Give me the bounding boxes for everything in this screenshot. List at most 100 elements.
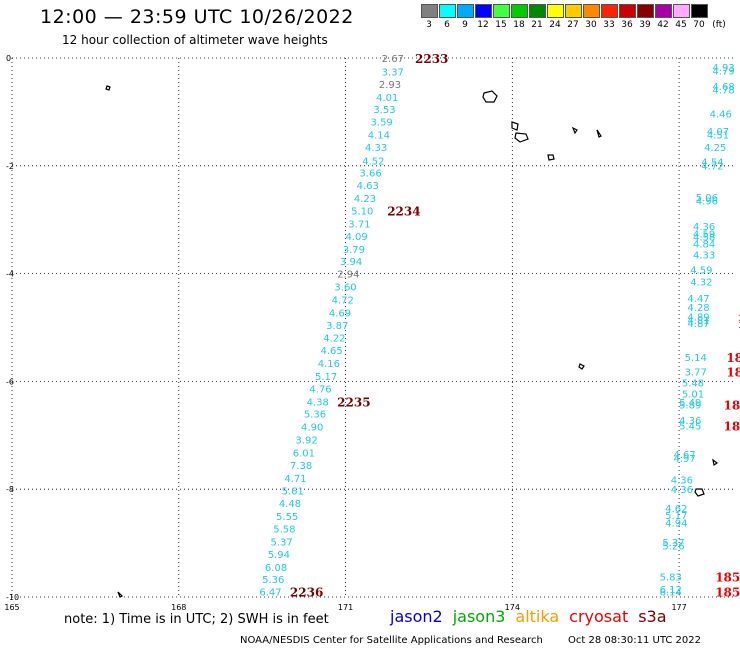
pass-time-label: 1855 bbox=[726, 351, 740, 365]
legend-bin-label: 24 bbox=[549, 20, 561, 30]
wave-height-value: 3.87 bbox=[326, 321, 348, 332]
wave-height-value: 5.36 bbox=[262, 575, 284, 586]
wave-height-value: 4.52 bbox=[362, 156, 384, 167]
wave-height-value: 5.37 bbox=[270, 537, 292, 548]
longitude-tick-label: 168 bbox=[171, 603, 186, 612]
legend-bin-label: 36 bbox=[621, 20, 633, 30]
legend-swatch bbox=[457, 4, 474, 18]
wave-height-value: 4.28 bbox=[687, 303, 709, 314]
legend-bin-label: 3 bbox=[426, 20, 432, 30]
legend-swatch bbox=[493, 4, 510, 18]
wave-height-value: 7.38 bbox=[290, 461, 312, 472]
wave-height-value: 5.14 bbox=[685, 353, 707, 364]
island-outlines bbox=[105, 85, 719, 598]
satellite-legend: jason2 jason3 altika cryosat s3a bbox=[390, 607, 677, 626]
wave-height-value: 4.46 bbox=[710, 110, 732, 121]
pass-time-label: 1854 bbox=[737, 312, 740, 326]
island-outline bbox=[712, 458, 719, 466]
wave-height-value: 4.96 bbox=[696, 196, 718, 207]
wave-height-value: 5.89 bbox=[679, 401, 701, 412]
wave-height-value: 4.16 bbox=[318, 359, 340, 370]
satellite-legend-jason2: jason2 bbox=[390, 607, 443, 626]
island-outline bbox=[547, 154, 555, 161]
legend-swatch bbox=[475, 4, 492, 18]
altimeter-track-2: 4.934.79 4.684.78 4.46 4.074.514.25 4.544.72… bbox=[660, 63, 740, 600]
wave-height-value: 5.94 bbox=[268, 550, 290, 561]
wave-height-value: 5.45 bbox=[679, 422, 701, 433]
legend-bin-label: 39 bbox=[639, 20, 651, 30]
wave-height-value: 4.36 bbox=[671, 475, 693, 486]
wave-height-value: 3.59 bbox=[371, 118, 393, 129]
pass-time-label: 1856 bbox=[715, 586, 740, 600]
wave-height-value: 4.79 bbox=[712, 66, 734, 77]
wave-height-value: 2.67 bbox=[382, 54, 404, 65]
island-outline bbox=[511, 121, 519, 131]
altimeter-track-1: 2.67 3.37 2.93 4.013.53 3.59 4.144.33 4.523.66… bbox=[259, 52, 448, 600]
legend-bin-label: 18 bbox=[513, 20, 525, 30]
legend-labels: 3 6 9 12 15 18 21 24 27 30 33 36 39 42 45 70 (ft) bbox=[421, 20, 726, 32]
legend-bin-label: 15 bbox=[495, 20, 507, 30]
wave-height-value: 5.58 bbox=[273, 525, 295, 536]
wave-height-value: 5.83 bbox=[660, 573, 682, 584]
wave-height-value: 5.01 bbox=[682, 389, 704, 400]
wave-height-value: 3.77 bbox=[685, 368, 707, 379]
legend-swatch bbox=[511, 4, 528, 18]
wave-height-value: 3.92 bbox=[295, 436, 317, 447]
wave-height-value: 4.68 bbox=[712, 82, 734, 93]
pass-time-label: 2233 bbox=[415, 52, 448, 66]
wave-height-value: 6.01 bbox=[293, 449, 315, 460]
legend-swatch bbox=[583, 4, 600, 18]
wave-height-value: 4.90 bbox=[301, 423, 323, 434]
legend-bin-label: 70 bbox=[693, 20, 705, 30]
note-text: note: 1) Time is in UTC; 2) SWH is in fe… bbox=[64, 612, 329, 627]
legend-bin-label: 33 bbox=[603, 20, 615, 30]
legend-swatch bbox=[673, 4, 690, 18]
wave-height-value: 4.78 bbox=[712, 85, 734, 96]
wave-height-value: 4.72 bbox=[701, 161, 723, 172]
map-grid: 165 168 171 174 177 0 -2 -4 -6 -8 -10 bbox=[4, 54, 736, 612]
longitude-tick-label: 165 bbox=[4, 603, 19, 612]
wave-height-value: 4.14 bbox=[368, 131, 390, 142]
wave-height-value: 4.22 bbox=[323, 334, 345, 345]
wave-height-value: 4.84 bbox=[693, 239, 715, 250]
wave-height-value: 4.62 bbox=[665, 504, 687, 515]
wave-height-value: 5.06 bbox=[696, 193, 718, 204]
wave-height-value: 5.48 bbox=[682, 378, 704, 389]
legend-bin-label: 12 bbox=[477, 20, 489, 30]
legend-swatch bbox=[655, 4, 672, 18]
wave-height-value: 4.36 bbox=[693, 222, 715, 233]
wave-height-value: 4.59 bbox=[693, 230, 715, 241]
chart-subtitle: 12 hour collection of altimeter wave hei… bbox=[62, 33, 328, 47]
wave-height-value: 4.33 bbox=[693, 251, 715, 262]
wave-height-value: 3.66 bbox=[359, 168, 381, 179]
latitude-tick-label: -8 bbox=[6, 485, 14, 494]
longitude-tick-label: 177 bbox=[671, 603, 686, 612]
chart-title: 12:00 — 23:59 UTC 10/26/2022 bbox=[40, 6, 354, 28]
wave-height-value: 4.54 bbox=[701, 157, 723, 168]
latitude-tick-label: -2 bbox=[6, 162, 14, 171]
legend-swatch bbox=[691, 4, 708, 18]
wave-height-value: 4.65 bbox=[321, 346, 343, 357]
island-outline bbox=[694, 488, 705, 497]
wave-height-value: 4.32 bbox=[690, 278, 712, 289]
pass-time-label: 1856 bbox=[715, 571, 740, 585]
satellite-legend-s3a: s3a bbox=[638, 607, 667, 626]
wave-height-value: 4.23 bbox=[354, 194, 376, 205]
latitude-tick-label: -4 bbox=[6, 270, 14, 279]
wave-height-value: 4.58 bbox=[693, 232, 715, 243]
wave-height-value: 4.94 bbox=[665, 519, 687, 530]
legend-swatch bbox=[547, 4, 564, 18]
color-legend: 3 6 9 12 15 18 21 24 27 30 33 36 39 42 45 70 (ft) bbox=[421, 4, 726, 32]
wave-height-value: 4.01 bbox=[376, 93, 398, 104]
wave-height-value: 4.81 bbox=[687, 316, 709, 327]
satellite-legend-cryosat: cryosat bbox=[569, 607, 629, 626]
wave-height-value: 3.94 bbox=[340, 257, 362, 268]
latitude-tick-label: 0 bbox=[6, 54, 11, 63]
legend-bin-label: 9 bbox=[462, 20, 468, 30]
wave-height-value: 2.94 bbox=[337, 270, 359, 281]
pass-time-label: 2236 bbox=[290, 586, 323, 600]
wave-height-value: 4.72 bbox=[332, 295, 354, 306]
legend-swatch bbox=[601, 4, 618, 18]
wave-height-value: 4.69 bbox=[329, 308, 351, 319]
